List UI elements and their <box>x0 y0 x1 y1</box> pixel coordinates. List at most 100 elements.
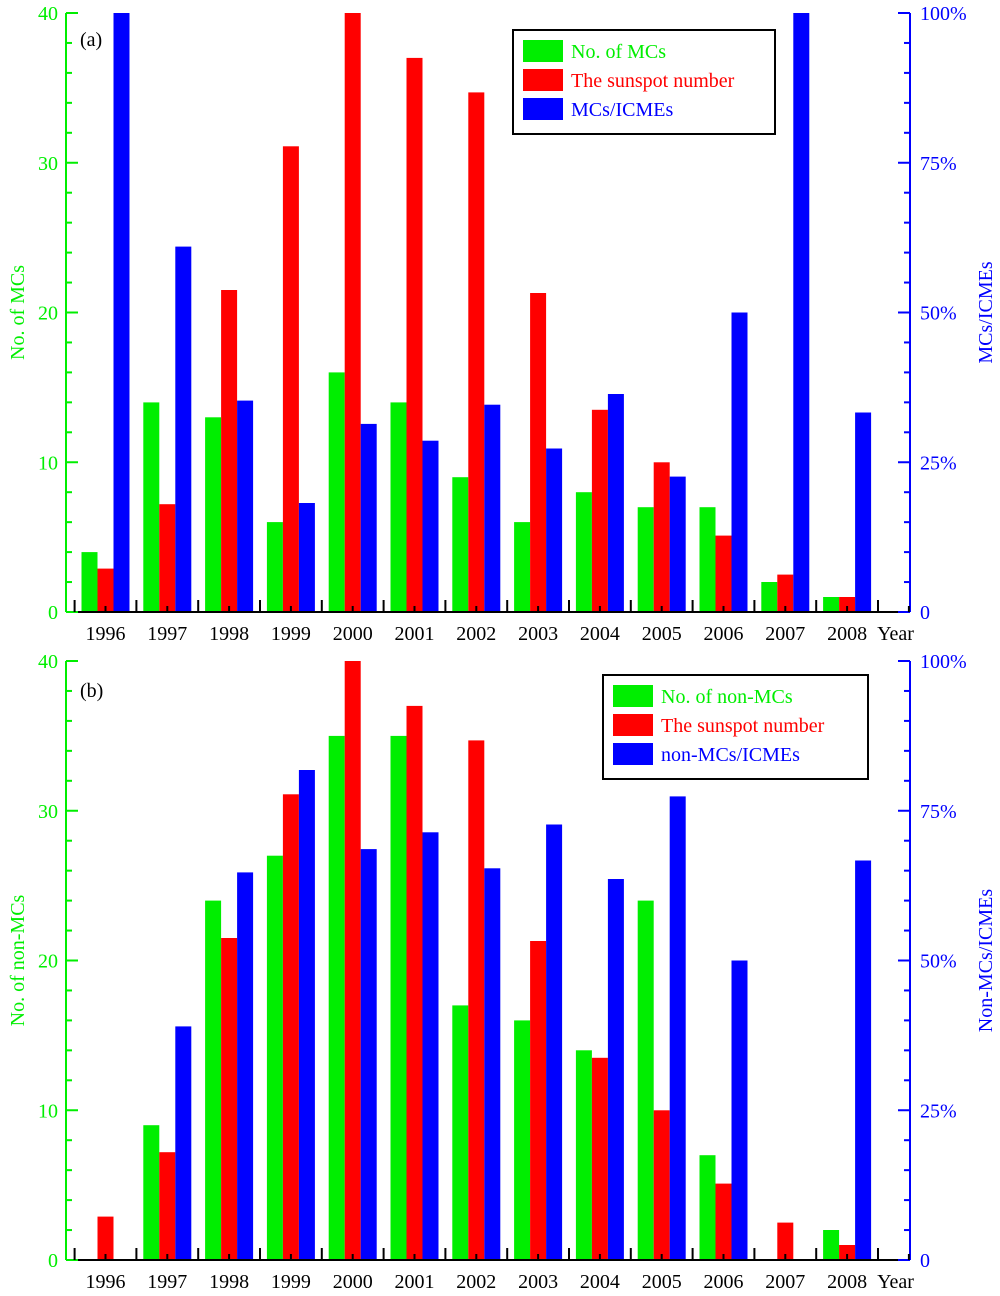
bar-no-of-mcs-2006 <box>699 507 716 612</box>
bar-the-sunspot-number-2006 <box>715 1183 732 1260</box>
bar-non-mcs-icmes-2001 <box>422 832 439 1260</box>
bar-mcs-icmes-1997 <box>175 246 192 612</box>
x-tick-label-2001: 2001 <box>395 623 435 645</box>
left-axis-title: No. of MCs <box>7 265 29 360</box>
bar-the-sunspot-number-2002 <box>468 92 485 612</box>
left-tick-label: 0 <box>48 602 58 624</box>
legend: No. of MCs The sunspot number MCs/ICMEs <box>512 29 776 135</box>
legend: No. of non-MCs The sunspot number non-MCs/… <box>602 674 869 780</box>
bar-no-of-mcs-2008 <box>823 597 840 612</box>
left-tick-label: 0 <box>48 1250 58 1272</box>
legend-label: MCs/ICMEs <box>571 99 673 121</box>
bar-the-sunspot-number-2003 <box>530 293 547 612</box>
bar-non-mcs-icmes-2000 <box>360 849 377 1260</box>
bar-mcs-icmes-2004 <box>607 394 624 612</box>
right-tick-label: 75% <box>920 801 957 823</box>
bar-the-sunspot-number-1997 <box>159 1152 176 1260</box>
bar-mcs-icmes-2007 <box>793 13 810 612</box>
left-tick-label: 30 <box>38 153 58 175</box>
legend-swatch <box>613 743 653 765</box>
right-tick-label: 0 <box>920 602 930 624</box>
bar-the-sunspot-number-2006 <box>715 535 732 612</box>
panel-b: 0 10 20 30 40 0 25% 50% 75% 100% 1996 1997 1998 1999 2… <box>7 651 997 1293</box>
x-tick-label-1999: 1999 <box>271 1271 311 1293</box>
left-tick-label: 30 <box>38 801 58 823</box>
bar-no-of-non-mcs-2005 <box>637 900 654 1260</box>
bar-mcs-icmes-1998 <box>237 400 254 612</box>
right-tick-label: 100% <box>920 3 967 25</box>
x-tick-label-2007: 2007 <box>765 1271 805 1293</box>
bar-non-mcs-icmes-1997 <box>175 1026 192 1260</box>
x-tick-label-2004: 2004 <box>580 623 620 645</box>
bar-mcs-icmes-2005 <box>669 476 686 612</box>
bar-no-of-non-mcs-2006 <box>699 1155 716 1260</box>
bars <box>81 13 872 613</box>
right-tick-label: 50% <box>920 303 957 325</box>
bar-non-mcs-icmes-2002 <box>484 868 501 1260</box>
left-tick-label: 20 <box>38 303 58 325</box>
bar-no-of-non-mcs-2004 <box>575 1050 592 1260</box>
right-tick-label: 25% <box>920 452 957 474</box>
bar-the-sunspot-number-2007 <box>777 574 794 612</box>
bar-mcs-icmes-2001 <box>422 440 439 612</box>
bar-mcs-icmes-1996 <box>113 13 130 612</box>
x-tick-label-2004: 2004 <box>580 1271 620 1293</box>
legend-swatch <box>523 40 563 62</box>
panel-a: 0 10 20 30 40 0 25% 50% 75% 100% 1996 1997 1998 1999 2… <box>7 3 997 645</box>
legend-swatch <box>613 714 653 736</box>
left-tick-label: 40 <box>38 3 58 25</box>
x-tick-label-2008: 2008 <box>827 623 867 645</box>
right-tick-label: 0 <box>920 1250 930 1272</box>
bar-no-of-mcs-1998 <box>205 417 222 612</box>
legend-label: The sunspot number <box>571 70 735 92</box>
legend-label: No. of MCs <box>571 41 666 63</box>
bar-the-sunspot-number-2005 <box>653 462 670 613</box>
bar-mcs-icmes-2008 <box>855 412 872 612</box>
bar-the-sunspot-number-1998 <box>221 290 238 612</box>
bar-the-sunspot-number-2001 <box>406 57 423 612</box>
x-tick-label-2006: 2006 <box>704 623 744 645</box>
bar-the-sunspot-number-2004 <box>591 409 608 612</box>
legend-swatch <box>523 98 563 120</box>
x-tick-label-2007: 2007 <box>765 623 805 645</box>
bar-the-sunspot-number-2008 <box>839 1245 856 1260</box>
right-tick-label: 25% <box>920 1100 957 1122</box>
bar-no-of-mcs-2000 <box>328 372 345 612</box>
bars <box>97 661 872 1261</box>
bar-no-of-non-mcs-1997 <box>143 1125 160 1260</box>
bar-mcs-icmes-2006 <box>731 312 748 612</box>
x-tick-label-2003: 2003 <box>518 1271 558 1293</box>
bar-non-mcs-icmes-2005 <box>669 796 686 1260</box>
bar-non-mcs-icmes-1999 <box>298 770 315 1260</box>
bar-the-sunspot-number-1996 <box>97 568 114 612</box>
x-tick-label-1996: 1996 <box>86 1271 126 1293</box>
x-tick-label-1997: 1997 <box>147 1271 187 1293</box>
bar-no-of-mcs-2005 <box>637 507 654 612</box>
x-axis-suffix: Year <box>877 1271 914 1293</box>
bar-no-of-non-mcs-1999 <box>266 855 283 1260</box>
left-tick-label: 10 <box>38 1100 58 1122</box>
bar-no-of-non-mcs-2003 <box>514 1020 531 1260</box>
bar-mcs-icmes-1999 <box>298 503 315 612</box>
x-tick-label-2005: 2005 <box>642 623 682 645</box>
bar-the-sunspot-number-1997 <box>159 504 176 612</box>
bar-no-of-non-mcs-2002 <box>452 1005 469 1260</box>
x-tick-label-2000: 2000 <box>333 623 373 645</box>
bar-the-sunspot-number-1996 <box>97 1216 114 1260</box>
x-tick-label-2001: 2001 <box>395 1271 435 1293</box>
bar-the-sunspot-number-2008 <box>839 597 856 612</box>
left-tick-label: 10 <box>38 452 58 474</box>
x-tick-label-1996: 1996 <box>86 623 126 645</box>
bar-no-of-mcs-2007 <box>761 582 778 612</box>
legend-swatch <box>613 685 653 707</box>
x-tick-label-1999: 1999 <box>271 623 311 645</box>
x-axis-suffix: Year <box>877 623 914 645</box>
bar-the-sunspot-number-2000 <box>344 661 361 1260</box>
legend-label: No. of non-MCs <box>661 686 793 708</box>
bar-no-of-non-mcs-2000 <box>328 735 345 1260</box>
x-tick-label-1998: 1998 <box>209 1271 249 1293</box>
bar-the-sunspot-number-2003 <box>530 941 547 1260</box>
x-tick-label-2000: 2000 <box>333 1271 373 1293</box>
legend-label: non-MCs/ICMEs <box>661 744 800 766</box>
